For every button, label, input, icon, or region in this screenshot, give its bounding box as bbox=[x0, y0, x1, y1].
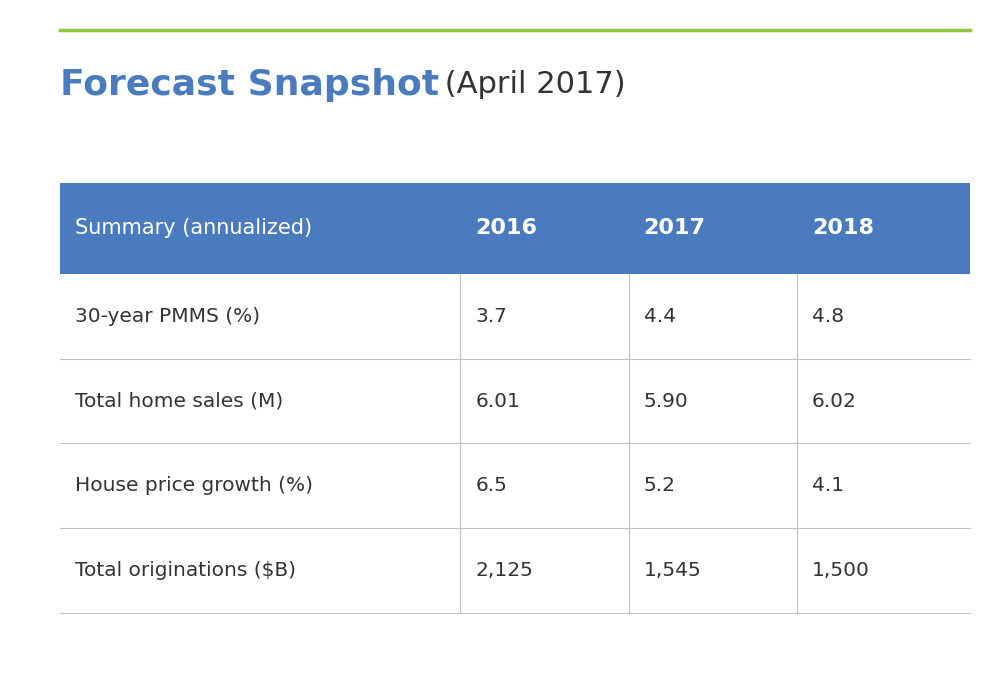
Text: 2017: 2017 bbox=[644, 219, 706, 238]
Text: Total home sales (M): Total home sales (M) bbox=[75, 391, 283, 411]
FancyBboxPatch shape bbox=[60, 183, 970, 274]
Text: 2018: 2018 bbox=[812, 219, 874, 238]
Text: 6.01: 6.01 bbox=[475, 391, 520, 411]
Text: 4.4: 4.4 bbox=[644, 307, 676, 326]
Text: Total originations ($B): Total originations ($B) bbox=[75, 561, 296, 580]
Text: 6.02: 6.02 bbox=[812, 391, 857, 411]
Text: Forecast Snapshot: Forecast Snapshot bbox=[60, 68, 439, 102]
Text: Summary (annualized): Summary (annualized) bbox=[75, 219, 312, 238]
Text: 6.5: 6.5 bbox=[475, 476, 507, 496]
Text: 30-year PMMS (%): 30-year PMMS (%) bbox=[75, 307, 260, 326]
Text: 4.1: 4.1 bbox=[812, 476, 844, 496]
Text: House price growth (%): House price growth (%) bbox=[75, 476, 313, 496]
Text: 4.8: 4.8 bbox=[812, 307, 844, 326]
Text: 2016: 2016 bbox=[475, 219, 537, 238]
Text: 1,500: 1,500 bbox=[812, 561, 870, 580]
Text: (April 2017): (April 2017) bbox=[435, 70, 626, 99]
Text: 5.2: 5.2 bbox=[644, 476, 676, 496]
Text: 1,545: 1,545 bbox=[644, 561, 701, 580]
Text: 2,125: 2,125 bbox=[475, 561, 533, 580]
Text: 5.90: 5.90 bbox=[644, 391, 688, 411]
Text: 3.7: 3.7 bbox=[475, 307, 507, 326]
